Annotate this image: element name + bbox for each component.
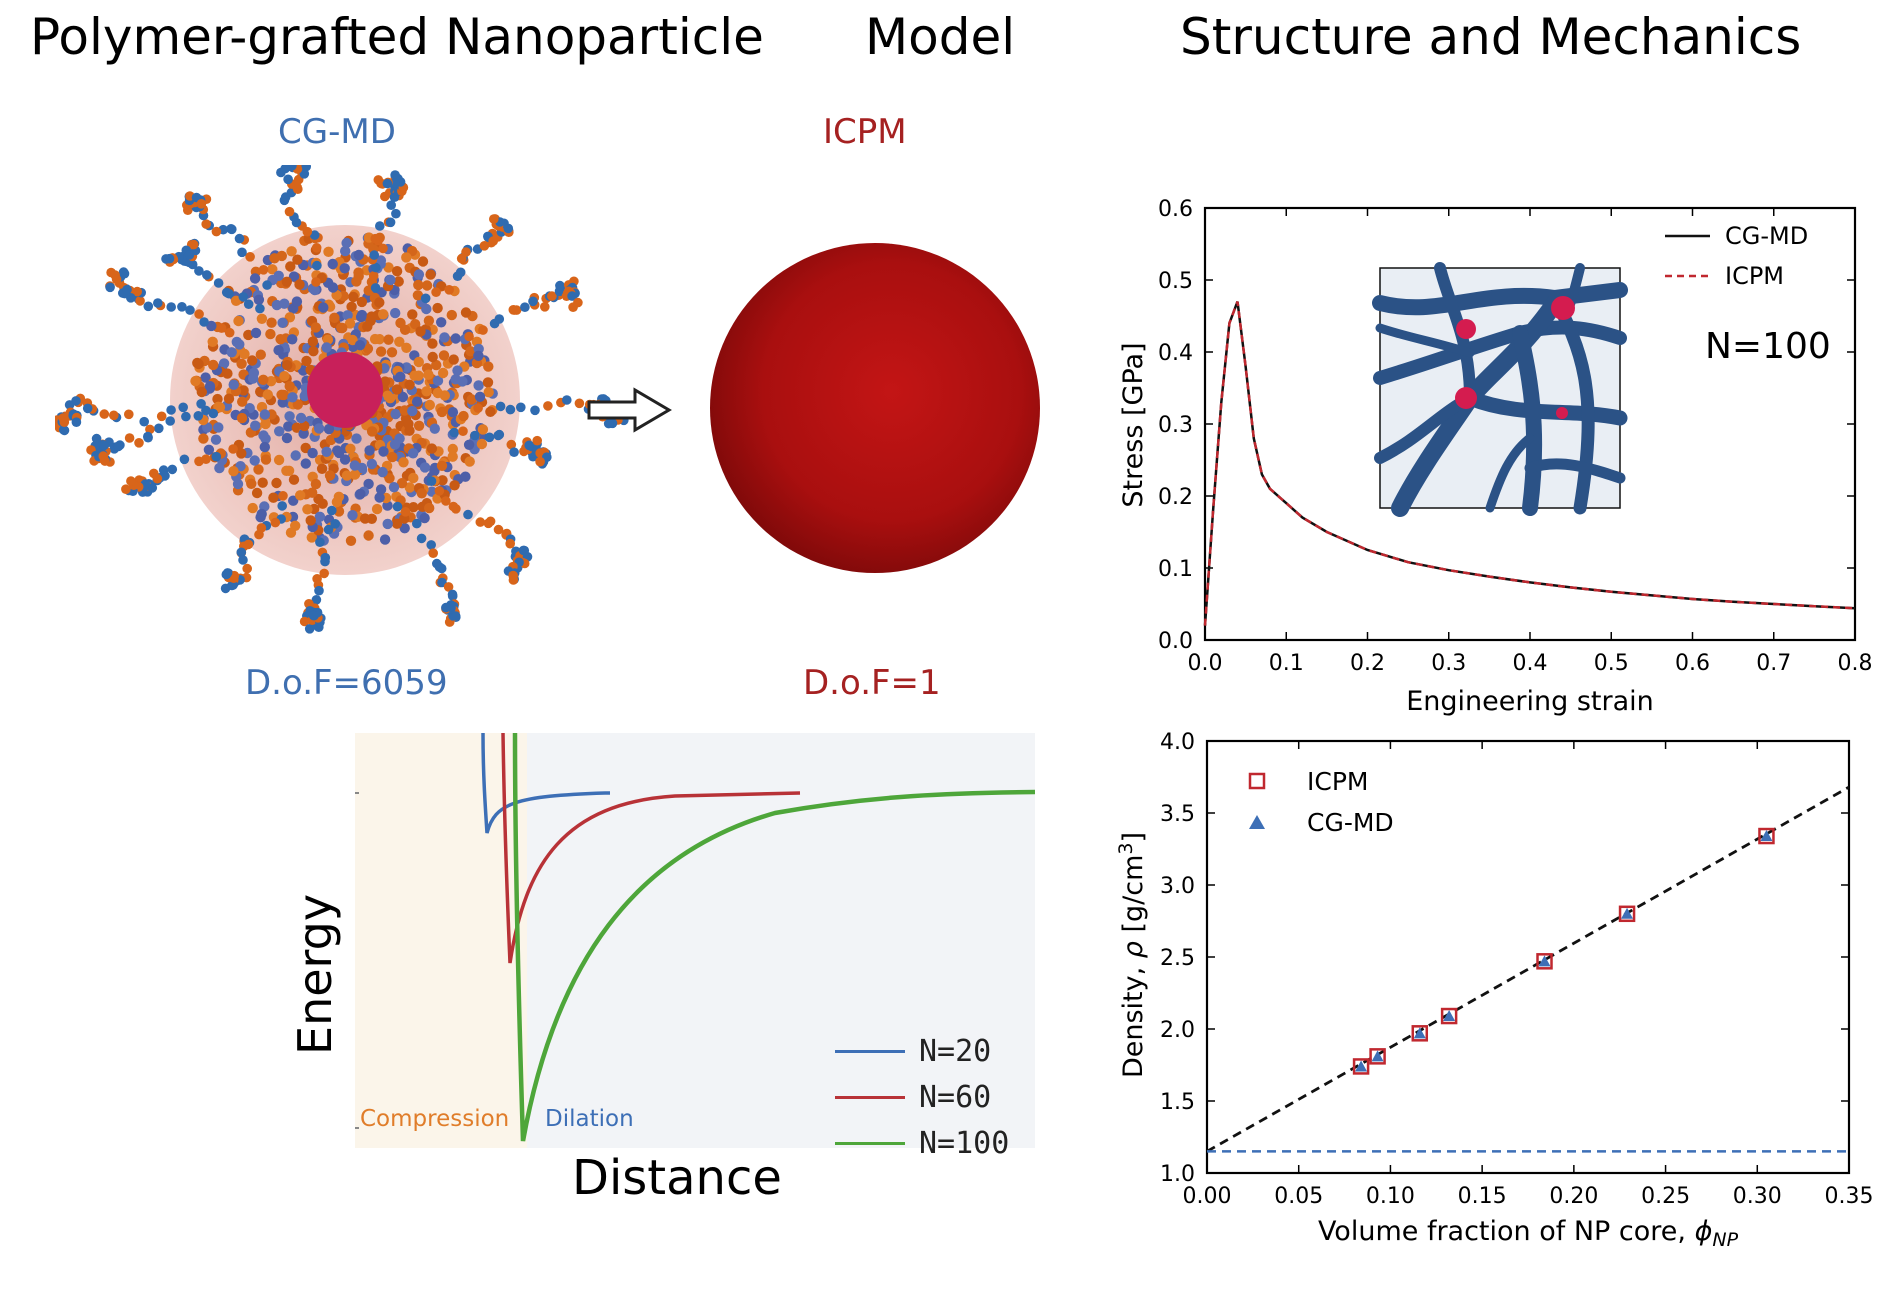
x-tick-label: 0.0 [1188,651,1223,676]
distance-xlabel: Distance [572,1150,782,1206]
x-tick-label: 0.00 [1183,1184,1232,1209]
header-polymer-grafted: Polymer-grafted Nanoparticle [30,8,764,66]
stress-xlabel: Engineering strain [1406,686,1654,717]
header-structure-mechanics: Structure and Mechanics [1180,8,1802,66]
icpm-label: ICPM [823,112,907,152]
dilation-label: Dilation [545,1106,634,1132]
point-icpm [1618,905,1636,923]
x-tick-label: 0.30 [1733,1184,1782,1209]
x-tick-label: 0.5 [1594,651,1629,676]
point-cgmd [1760,830,1773,842]
curve-n100 [512,733,1035,1142]
stress-legend: CG-MD ICPM [1665,222,1808,290]
legend-item-n20: N=20 [835,1028,1009,1074]
density-xlabel: Volume fraction of NP core, ϕNP [1318,1216,1739,1251]
stress-strain-chart: 0.0 0.1 0.2 0.3 0.4 0.5 0.6 0.7 0.8 0.0 0.1 0.2 0.3 0… [1118,197,1873,717]
y-tick-label: 4.0 [1160,730,1195,755]
y-tick-label: 1.5 [1160,1090,1195,1115]
y-tick-label: 3.0 [1160,874,1195,899]
y-tick-label: 0.1 [1158,557,1193,582]
x-tick-label: 0.20 [1549,1184,1598,1209]
energy-ylabel: Energy [288,893,342,1055]
legend-marker-cgmd [1249,815,1265,829]
legend-text-icpm: ICPM [1725,262,1784,290]
x-tick-label: 0.25 [1641,1184,1690,1209]
x-tick-label: 0.6 [1675,651,1710,676]
y-tick-label: 0.2 [1158,485,1193,510]
point-cgmd [1443,1010,1456,1022]
y-tick-label: 1.0 [1160,1162,1195,1187]
x-tick-label: 0.3 [1431,651,1466,676]
y-tick-label: 3.5 [1160,802,1195,827]
cgmd-label: CG-MD [278,112,396,152]
x-tick-label: 0.10 [1366,1184,1415,1209]
energy-legend: N=20 N=60 N=100 [835,1028,1009,1166]
network-inset-image [1372,262,1628,517]
compression-region [355,733,527,1148]
cgmd-nanoparticle-svg [52,154,629,634]
cgmd-dof: D.o.F=6059 [245,663,448,703]
series-line-icpm [1203,301,1856,626]
y-tick-label: 2.5 [1160,946,1195,971]
density-fit-line [1206,785,1850,1153]
curve-n60 [501,733,801,964]
legend-item-n100: N=100 [835,1120,1009,1166]
point-icpm [1536,953,1553,970]
x-tick-label: 0.35 [1825,1184,1874,1209]
stress-ylabel: Stress [GPa] [1118,342,1149,507]
curve-n20 [481,733,610,834]
point-icpm [1758,827,1775,845]
y-tick-label: 0.6 [1158,197,1193,222]
point-icpm [1369,1048,1386,1065]
icpm-sphere [705,240,1045,584]
legend-item-n60: N=60 [835,1074,1009,1120]
point-cgmd [1413,1027,1426,1039]
y-tick-label: 2.0 [1160,1018,1195,1043]
header-model: Model [865,8,1016,66]
density-chart: 0.00 0.05 0.10 0.15 0.20 0.25 0.30 0.35 1.0 1.5 2.… [1115,730,1874,1251]
x-tick-label: 0.15 [1458,1184,1507,1209]
point-cgmd [1621,907,1634,919]
legend-marker-icpm [1248,772,1266,790]
x-tick-label: 0.2 [1350,651,1385,676]
point-icpm [1440,1007,1458,1025]
np-core [307,352,383,428]
point-icpm [1411,1025,1429,1042]
legend-text-icpm2: ICPM [1307,767,1368,796]
legend-text-cgmd: CG-MD [1725,222,1808,250]
y-tick-label: 0.5 [1158,269,1193,294]
compression-label: Compression [360,1106,510,1132]
y-tick-label: 0.0 [1158,629,1193,654]
energy-curves-svg [355,733,1035,1142]
x-tick-label: 0.05 [1274,1184,1323,1209]
y-tick-label: 0.3 [1158,413,1193,438]
point-cgmd [1371,1050,1384,1062]
point-cgmd [1538,955,1551,967]
y-tick-label: 0.4 [1158,341,1193,366]
cgmd-nanoparticle-image [52,154,635,645]
right-arrow-icon [585,385,675,439]
polymer-chains [52,154,629,634]
icpm-dof: D.o.F=1 [803,663,941,703]
point-cgmd [1355,1060,1368,1072]
density-ylabel: Density, ρ [g/cm3] [1115,832,1149,1078]
x-tick-label: 0.8 [1838,651,1873,676]
stress-annotation-n100: N=100 [1705,326,1831,367]
x-tick-label: 0.7 [1756,651,1791,676]
x-tick-label: 0.4 [1513,651,1548,676]
point-icpm [1352,1058,1370,1075]
density-axes-frame [1205,739,1851,1175]
x-tick-label: 0.1 [1269,651,1304,676]
legend-text-cgmd2: CG-MD [1307,808,1394,837]
energy-plot: Compression Dilation N=20 N=60 N=100 [355,733,1035,1161]
density-legend: ICPM CG-MD [1248,767,1394,837]
